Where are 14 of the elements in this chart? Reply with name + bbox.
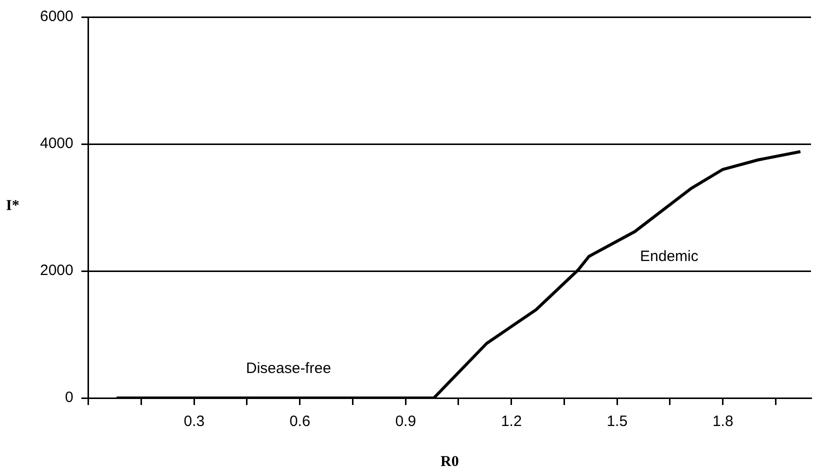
y-axis-title: I* xyxy=(6,198,20,215)
y-tick-label: 2000 xyxy=(40,262,74,280)
x-tick-label: 1.5 xyxy=(606,413,628,430)
x-tick-label: 1.2 xyxy=(500,413,522,430)
annotation: Endemic xyxy=(640,248,698,265)
x-tick-label: 0.6 xyxy=(289,413,310,430)
x-tick-label: 1.8 xyxy=(712,413,734,430)
x-tick-label: 0.3 xyxy=(184,413,205,430)
x-axis-title: R0 xyxy=(440,454,459,470)
x-tick-label: 0.9 xyxy=(395,413,416,430)
y-tick-label: 4000 xyxy=(40,135,74,152)
annotation: Disease-free xyxy=(246,360,332,377)
y-tick-label: 0 xyxy=(65,389,74,406)
y-tick-label: 6000 xyxy=(40,8,74,26)
